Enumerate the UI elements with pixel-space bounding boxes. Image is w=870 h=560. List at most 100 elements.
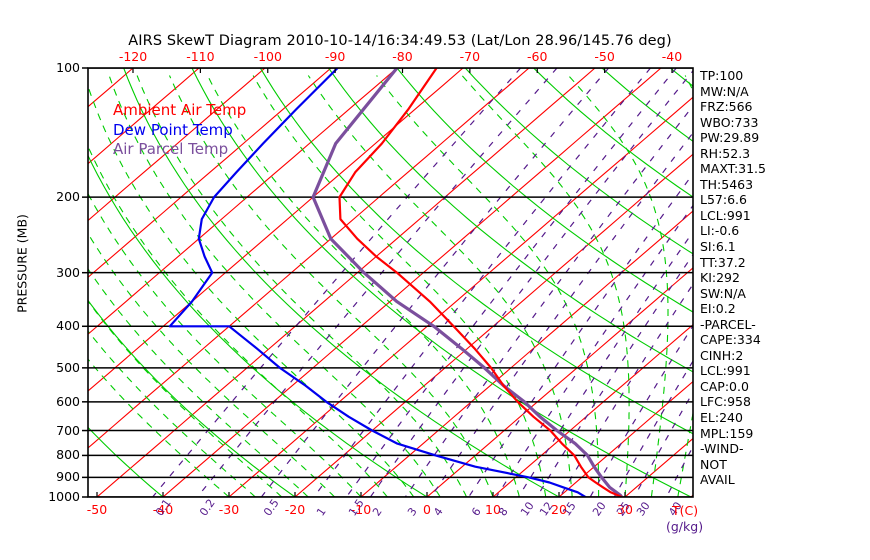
bottom-temp-label--30: -30 <box>218 502 240 517</box>
moist-adiabat-26 <box>376 75 600 497</box>
moist-adiabat-6 <box>136 75 468 497</box>
mixing-ratio-3 <box>404 104 693 497</box>
top-temp-label--110: -110 <box>186 49 215 64</box>
moist-adiabat--6 <box>88 145 388 497</box>
stat-cinh2: CINH:2 <box>700 347 744 363</box>
dry-adiabat-0 <box>88 154 428 497</box>
moist-adiabat-22 <box>307 75 573 497</box>
top-temp-label--90: -90 <box>324 49 346 64</box>
moist-adiabat-34 <box>568 75 669 497</box>
isotherm-20 <box>558 380 693 497</box>
dry-adiabat-40 <box>191 68 692 497</box>
mixing-ratio-1 <box>313 68 651 497</box>
profile-ambient-air-temp <box>338 68 623 497</box>
bottom-temp-label--10: -10 <box>350 502 372 517</box>
mixing-ratio-6 <box>468 172 693 497</box>
pressure-label-800: 800 <box>56 447 80 463</box>
isotherm--20 <box>294 153 693 497</box>
moist-adiabat-18 <box>252 75 547 497</box>
mixing-ratio-30 <box>633 391 693 497</box>
bottom-temp-label-30: 30 <box>617 502 633 517</box>
profile-dew-point-temp <box>168 68 587 497</box>
stat-lfc958: LFC:958 <box>700 394 751 410</box>
dry-adiabat-140 <box>533 68 693 198</box>
stat-th5463: TH:5463 <box>700 176 754 192</box>
sounding-indices-panel: TP:100 MW:N/A FRZ:566 WBO:733 PW:29.89 RH:52.… <box>700 68 868 488</box>
moist-adiabat--18 <box>88 267 309 497</box>
bottom-temp-label-0: 0 <box>423 502 431 517</box>
stat-maxt31.5: MAXT:31.5 <box>700 161 766 177</box>
pressure-label-300: 300 <box>56 264 80 280</box>
mixing-ratio-10 <box>517 230 693 497</box>
legend-ambient-air-temp: Ambient Air Temp <box>113 101 247 119</box>
pressure-label-900: 900 <box>56 469 80 485</box>
pressure-label-100: 100 <box>56 60 80 75</box>
stat-not: NOT <box>700 456 727 472</box>
isotherm--110 <box>88 68 200 165</box>
moist-adiabat-lines <box>88 75 693 497</box>
moist-adiabat--14 <box>88 232 335 497</box>
isotherm--140 <box>0 68 1 497</box>
top-temp-label--100: -100 <box>253 49 282 64</box>
dry-adiabat-60 <box>259 68 693 435</box>
top-temp-label--120: -120 <box>118 49 148 64</box>
pressure-label-500: 500 <box>56 359 80 375</box>
mixing-ratio-8 <box>495 204 693 497</box>
stat-rh52.3: RH:52.3 <box>700 145 751 161</box>
isotherm--70 <box>88 68 464 392</box>
axis-ticks <box>82 67 673 498</box>
stat-el240: EL:240 <box>700 410 743 426</box>
bottom-temp-label--40: -40 <box>152 502 174 517</box>
isotherm--80 <box>88 68 398 335</box>
isotherm--40 <box>162 68 662 497</box>
stat-si6.1: SI:6.1 <box>700 239 736 255</box>
plot-legend: Ambient Air Temp Dew Point Temp Air Parc… <box>113 101 246 160</box>
mixing-ratio-0.1 <box>152 68 522 497</box>
pressure-label-200: 200 <box>56 189 80 205</box>
moist-adiabat--22 <box>88 300 283 497</box>
stat-cap0.0: CAP:0.0 <box>700 378 749 394</box>
stat-tt37.2: TT:37.2 <box>700 254 746 270</box>
pressure-label-700: 700 <box>56 422 80 438</box>
top-temp-label--40: -40 <box>661 49 683 64</box>
top-temp-label--80: -80 <box>392 49 413 64</box>
top-temp-label--70: -70 <box>459 49 481 64</box>
mixing-ratio-25 <box>613 359 693 497</box>
pressure-label-1000: 1000 <box>48 489 80 504</box>
pressure-axis-label: PRESSURE (MB) <box>14 214 30 313</box>
moist-adiabat-14 <box>207 75 520 497</box>
mixing-ratio-1.5 <box>345 68 677 497</box>
moist-adiabat--30 <box>88 358 230 497</box>
stat-wind: -WIND- <box>700 441 744 457</box>
stat-mwna: MW:N/A <box>700 83 749 99</box>
mixing-axis-unit-label: (g/kg) <box>666 519 704 534</box>
dry-adiabat-20 <box>123 68 560 497</box>
mixing-ratio-2 <box>369 69 693 497</box>
stat-ki292: KI:292 <box>700 270 740 286</box>
isotherm--90 <box>88 68 332 279</box>
pressure-label-600: 600 <box>56 393 80 409</box>
stat-l576.6: L57:6.6 <box>700 192 747 208</box>
legend-air-parcel-temp: Air Parcel Temp <box>113 140 229 158</box>
stat-lcl991: LCL:991 <box>700 207 751 223</box>
stat-parcel: -PARCEL- <box>700 316 756 332</box>
stat-swna: SW:N/A <box>700 285 746 301</box>
stat-frz566: FRZ:566 <box>700 99 753 115</box>
stat-ei0.2: EI:0.2 <box>700 301 736 317</box>
stat-pw29.89: PW:29.89 <box>700 130 760 146</box>
isotherm-10 <box>492 324 693 497</box>
temp-axis-unit-label: T(C) <box>672 503 699 518</box>
isotherm-lines <box>0 68 693 497</box>
isotherm--50 <box>96 68 596 497</box>
dry-adiabat-120 <box>464 68 693 255</box>
bottom-temp-label-20: 20 <box>551 502 567 517</box>
page-title: AIRS SkewT Diagram 2010-10-14/16:34:49.5… <box>128 33 672 49</box>
isotherm--10 <box>360 210 693 497</box>
stat-tp100: TP:100 <box>700 68 744 83</box>
isotherm--30 <box>228 96 693 497</box>
moist-adiabat-30 <box>461 75 630 497</box>
moist-adiabat--10 <box>88 192 362 497</box>
stat-lcl991: LCL:991 <box>700 363 751 379</box>
moist-adiabat-2 <box>108 75 441 497</box>
